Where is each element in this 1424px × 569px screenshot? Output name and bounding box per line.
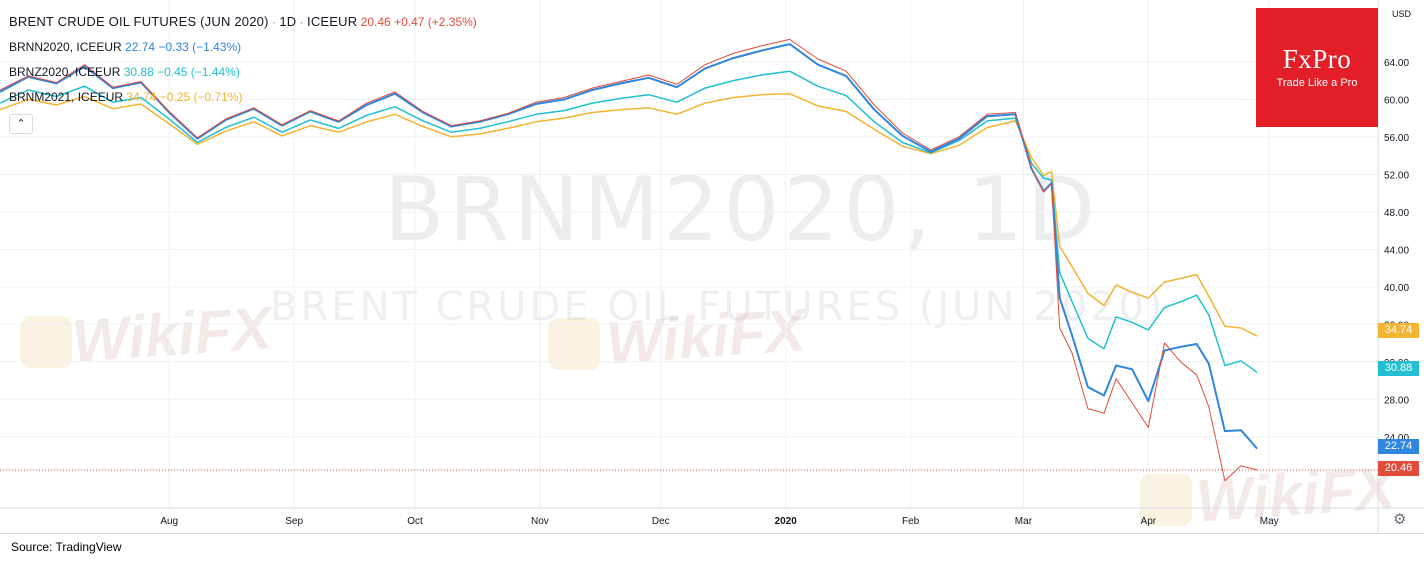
y-tick-label: 52.00	[1384, 170, 1409, 181]
series-value: 30.88	[123, 65, 154, 79]
chevron-up-icon[interactable]: ⌃	[9, 114, 33, 134]
source-caption: Source: TradingView	[11, 540, 122, 554]
series-line-brnm2021	[0, 92, 1258, 337]
series-name: BRNM2021, ICEEUR	[9, 90, 124, 104]
series-line-brnn2020	[0, 43, 1258, 450]
price-tag-brnm2021: 34.74	[1378, 323, 1419, 338]
price-tag-brnm2020: 20.46	[1378, 461, 1419, 476]
x-tick-label: Mar	[1015, 516, 1033, 527]
symbol-watermark: BRNM2020, 1D	[384, 158, 1099, 261]
x-tick-label: 2020	[775, 516, 798, 527]
x-tick-label: Sep	[285, 516, 303, 527]
x-tick-label: Aug	[160, 516, 178, 527]
series-name: BRNN2020, ICEEUR	[9, 40, 122, 54]
series-value: 22.74	[125, 40, 156, 54]
description-watermark: BRENT CRUDE OIL FUTURES (JUN 2020)	[270, 284, 1166, 330]
chart-legend: BRENT CRUDE OIL FUTURES (JUN 2020) · 1D …	[9, 9, 477, 136]
last-price: 20.46	[360, 15, 391, 29]
x-tick-label: Apr	[1141, 516, 1157, 527]
price-tag-brnn2020: 22.74	[1378, 439, 1419, 454]
series-change: −0.25 (−0.71%)	[159, 90, 243, 104]
legend-series-row[interactable]: BRNN2020, ICEEUR 22.74 −0.33 (−1.43%)	[9, 35, 477, 60]
chart-area[interactable]: BRNM2020, 1D BRENT CRUDE OIL FUTURES (JU…	[0, 0, 1424, 535]
gear-icon[interactable]: ⚙	[1393, 511, 1407, 528]
separator: ·	[299, 15, 304, 29]
x-tick-label: Nov	[531, 516, 549, 527]
legend-series-row[interactable]: BRNZ2020, ICEEUR 30.88 −0.45 (−1.44%)	[9, 60, 477, 85]
x-tick-label: Feb	[902, 516, 920, 527]
separator: ·	[271, 15, 276, 29]
symbol-title: BRENT CRUDE OIL FUTURES (JUN 2020)	[9, 14, 269, 29]
series-line-brnz2020	[0, 70, 1258, 373]
series-change: −0.45 (−1.44%)	[157, 65, 240, 79]
legend-series-row[interactable]: BRNM2021, ICEEUR 34.74 −0.25 (−0.71%)	[9, 85, 477, 110]
series-name: BRNZ2020, ICEEUR	[9, 65, 121, 79]
y-tick-label: 24.00	[1384, 433, 1409, 444]
fxpro-logo: FxPro Trade Like a Pro	[1256, 8, 1378, 127]
exchange-label: ICEEUR	[307, 14, 358, 29]
series-change: −0.33 (−1.43%)	[158, 40, 242, 54]
interval-label: 1D	[279, 14, 297, 29]
y-tick-label: 48.00	[1384, 208, 1409, 219]
x-tick-label: Oct	[407, 516, 423, 527]
price-chart[interactable]: 64.0060.0056.0052.0048.0044.0040.0036.00…	[0, 0, 1424, 533]
y-tick-label: 64.00	[1384, 58, 1409, 69]
y-tick-label: 60.00	[1384, 95, 1409, 106]
y-tick-label: 44.00	[1384, 245, 1409, 256]
y-tick-label: 56.00	[1384, 133, 1409, 144]
brand-name: FxPro	[1282, 44, 1352, 74]
y-tick-label: 28.00	[1384, 395, 1409, 406]
price-change: +0.47 (+2.35%)	[394, 15, 477, 29]
series-value: 34.74	[126, 90, 157, 104]
brand-tagline: Trade Like a Pro	[1276, 77, 1358, 89]
price-tag-brnz2020: 30.88	[1378, 361, 1419, 376]
legend-main-row[interactable]: BRENT CRUDE OIL FUTURES (JUN 2020) · 1D …	[9, 9, 477, 35]
series-line-brnm2020	[0, 38, 1258, 482]
currency-label[interactable]: USD	[1392, 9, 1412, 19]
x-tick-label: May	[1260, 516, 1279, 527]
y-tick-label: 40.00	[1384, 283, 1409, 294]
x-tick-label: Dec	[652, 516, 670, 527]
